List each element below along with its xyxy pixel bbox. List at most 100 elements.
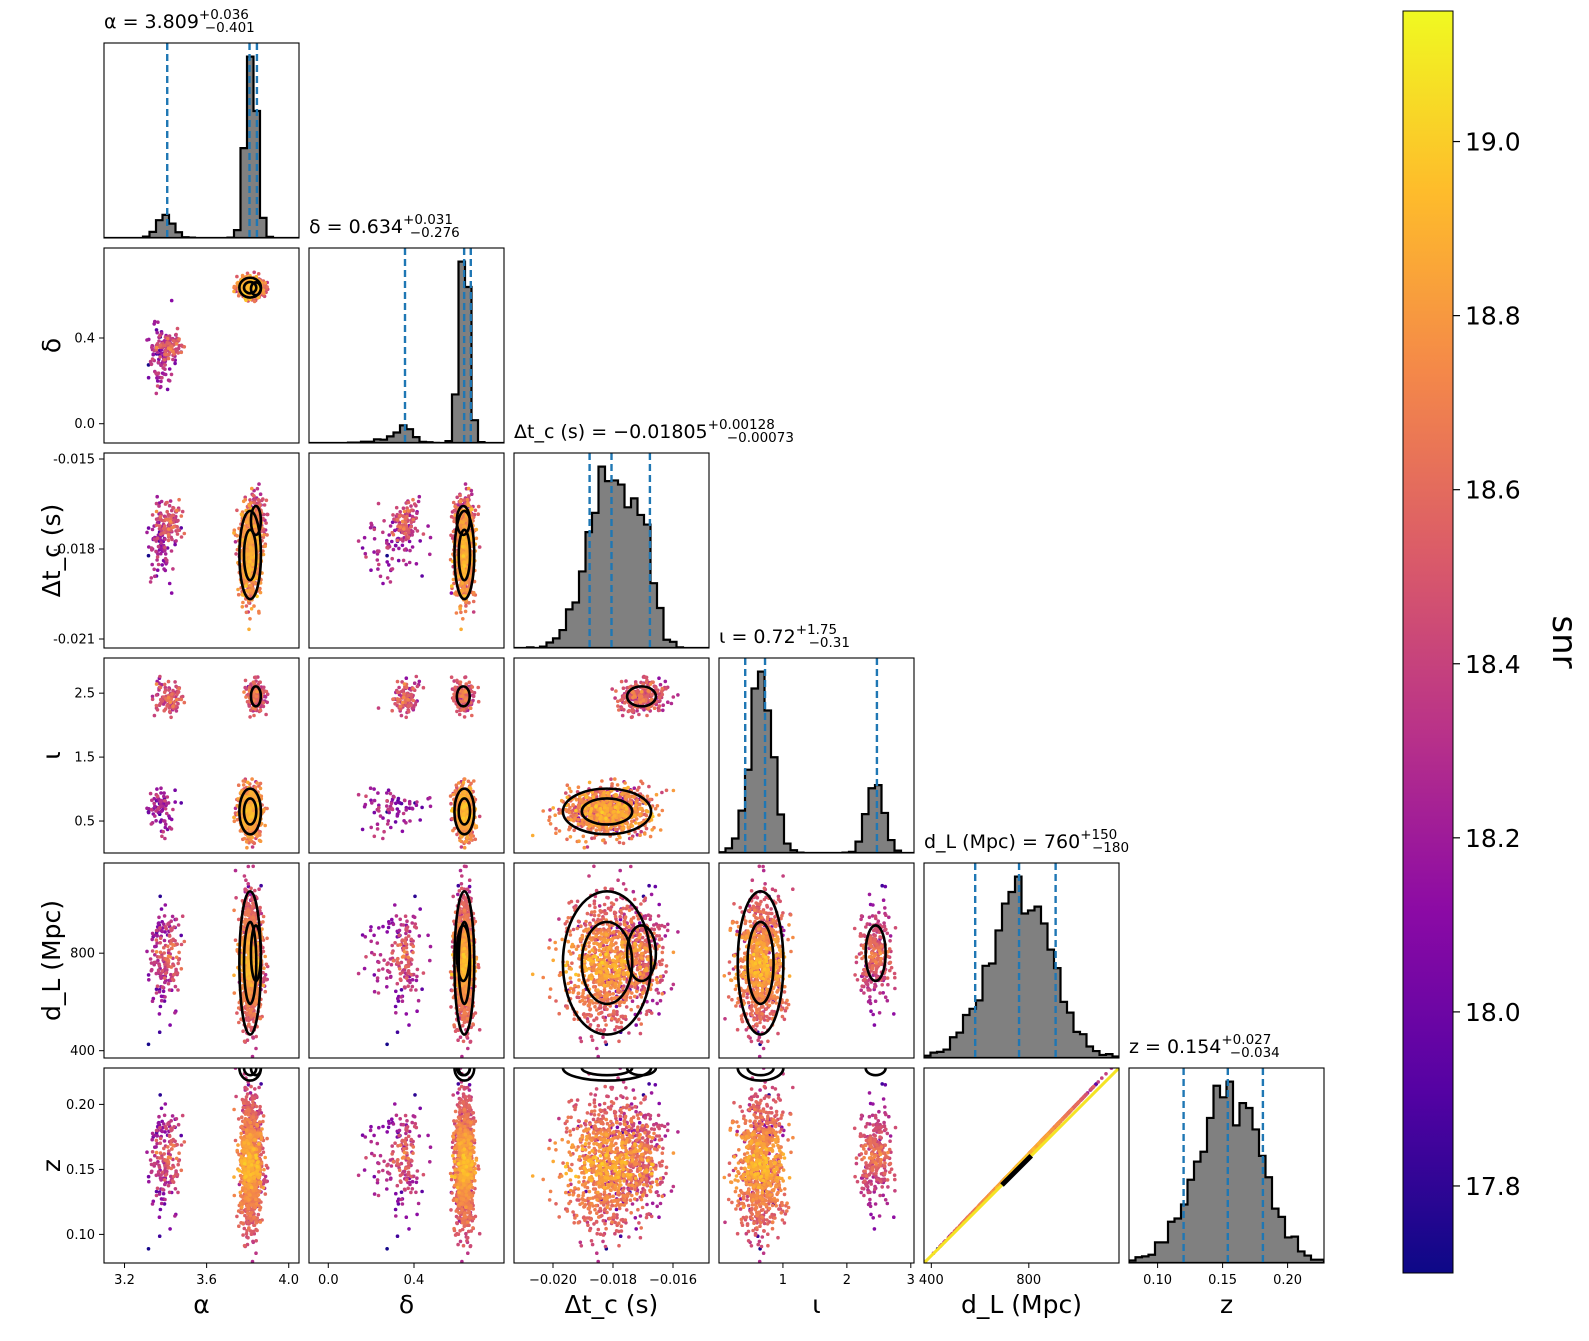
sample-point	[148, 791, 153, 796]
sample-point	[258, 680, 262, 684]
sample-point	[174, 539, 178, 543]
sample-point	[256, 272, 261, 276]
histogram-delta	[309, 260, 504, 443]
sample-point	[255, 535, 260, 539]
sample-point	[461, 617, 465, 621]
sample-point	[150, 345, 154, 350]
sample-point	[476, 512, 480, 516]
sample-point	[156, 562, 161, 567]
sample-point	[163, 819, 167, 823]
sample-point	[156, 544, 161, 549]
sample-point	[385, 541, 389, 545]
sample-point	[161, 829, 165, 834]
sample-point	[166, 352, 171, 357]
sample-point	[156, 320, 160, 324]
sample-point	[169, 827, 174, 831]
sample-point	[165, 500, 169, 505]
ylabel-delta: δ	[37, 338, 66, 353]
sample-point	[420, 574, 424, 578]
sample-point	[244, 610, 249, 615]
sample-point	[149, 822, 154, 826]
sample-point	[157, 524, 162, 528]
sample-point	[150, 562, 154, 567]
sample-point	[156, 806, 161, 810]
sample-point	[233, 806, 238, 811]
sample-point	[471, 610, 476, 614]
sample-point	[182, 345, 187, 349]
sample-point	[165, 811, 169, 816]
sample-point	[252, 500, 256, 505]
sample-point	[248, 583, 253, 588]
sample-point	[169, 715, 173, 720]
sample-point	[236, 587, 240, 592]
sample-point	[464, 581, 469, 585]
sample-point	[235, 817, 240, 822]
sample-point	[154, 809, 158, 813]
sample-point	[264, 689, 269, 694]
sample-point	[251, 562, 255, 567]
panel-frame	[103, 247, 300, 444]
sample-point	[406, 535, 411, 539]
sample-point	[369, 521, 373, 526]
param-title-alpha: α = 3.809+0.036 −0.401	[104, 7, 255, 36]
sample-point	[451, 529, 456, 534]
sample-point	[248, 498, 252, 502]
ytick-dtc: -0.018	[53, 543, 95, 558]
sample-point	[154, 549, 158, 554]
scatter-panel-iota-vs-alpha: 0.51.52.5ι	[37, 657, 300, 854]
sample-point	[252, 604, 256, 608]
sample-point	[158, 674, 162, 679]
sample-point	[397, 546, 401, 551]
sample-point	[240, 605, 245, 609]
sample-point	[387, 563, 391, 567]
sample-point	[179, 514, 184, 518]
sample-point	[171, 525, 175, 529]
contour-90-3	[238, 509, 263, 601]
sample-point	[449, 591, 454, 595]
sample-point	[154, 523, 159, 528]
sample-point	[179, 697, 184, 702]
contour-50-3	[242, 528, 258, 582]
sample-point	[235, 534, 239, 538]
sample-point	[458, 499, 463, 504]
sample-point	[391, 532, 396, 537]
sample-point	[162, 791, 166, 795]
sample-point	[411, 529, 415, 534]
sample-point	[401, 506, 406, 510]
sample-point	[376, 567, 380, 571]
sample-point	[163, 552, 168, 556]
sample-point	[362, 535, 367, 540]
sample-point	[162, 567, 166, 571]
sample-point	[247, 503, 252, 508]
sample-point	[175, 326, 180, 331]
sample-point	[402, 509, 407, 514]
sample-point	[256, 295, 261, 300]
hist-panel-alpha: α = 3.809+0.036 −0.401	[103, 7, 300, 239]
sample-point	[378, 574, 383, 579]
sample-point	[146, 375, 151, 380]
sample-point	[428, 552, 432, 557]
sample-point	[252, 270, 256, 275]
sample-point	[261, 701, 266, 705]
sample-point	[166, 517, 170, 522]
sample-point	[241, 779, 246, 783]
sample-point	[401, 527, 406, 531]
sample-point	[245, 271, 250, 276]
sample-point	[149, 546, 154, 550]
sample-point	[262, 503, 267, 507]
sample-point	[171, 567, 175, 571]
sample-point	[248, 559, 252, 564]
sample-point	[171, 506, 176, 510]
sample-point	[385, 560, 389, 564]
sample-point	[158, 685, 163, 690]
sample-point	[174, 697, 179, 702]
sample-point	[465, 587, 469, 592]
sample-point	[476, 504, 481, 509]
sample-point	[166, 538, 171, 543]
sample-point	[253, 675, 258, 679]
sample-point	[174, 508, 179, 513]
sample-point	[169, 549, 174, 553]
sample-point	[458, 519, 463, 524]
